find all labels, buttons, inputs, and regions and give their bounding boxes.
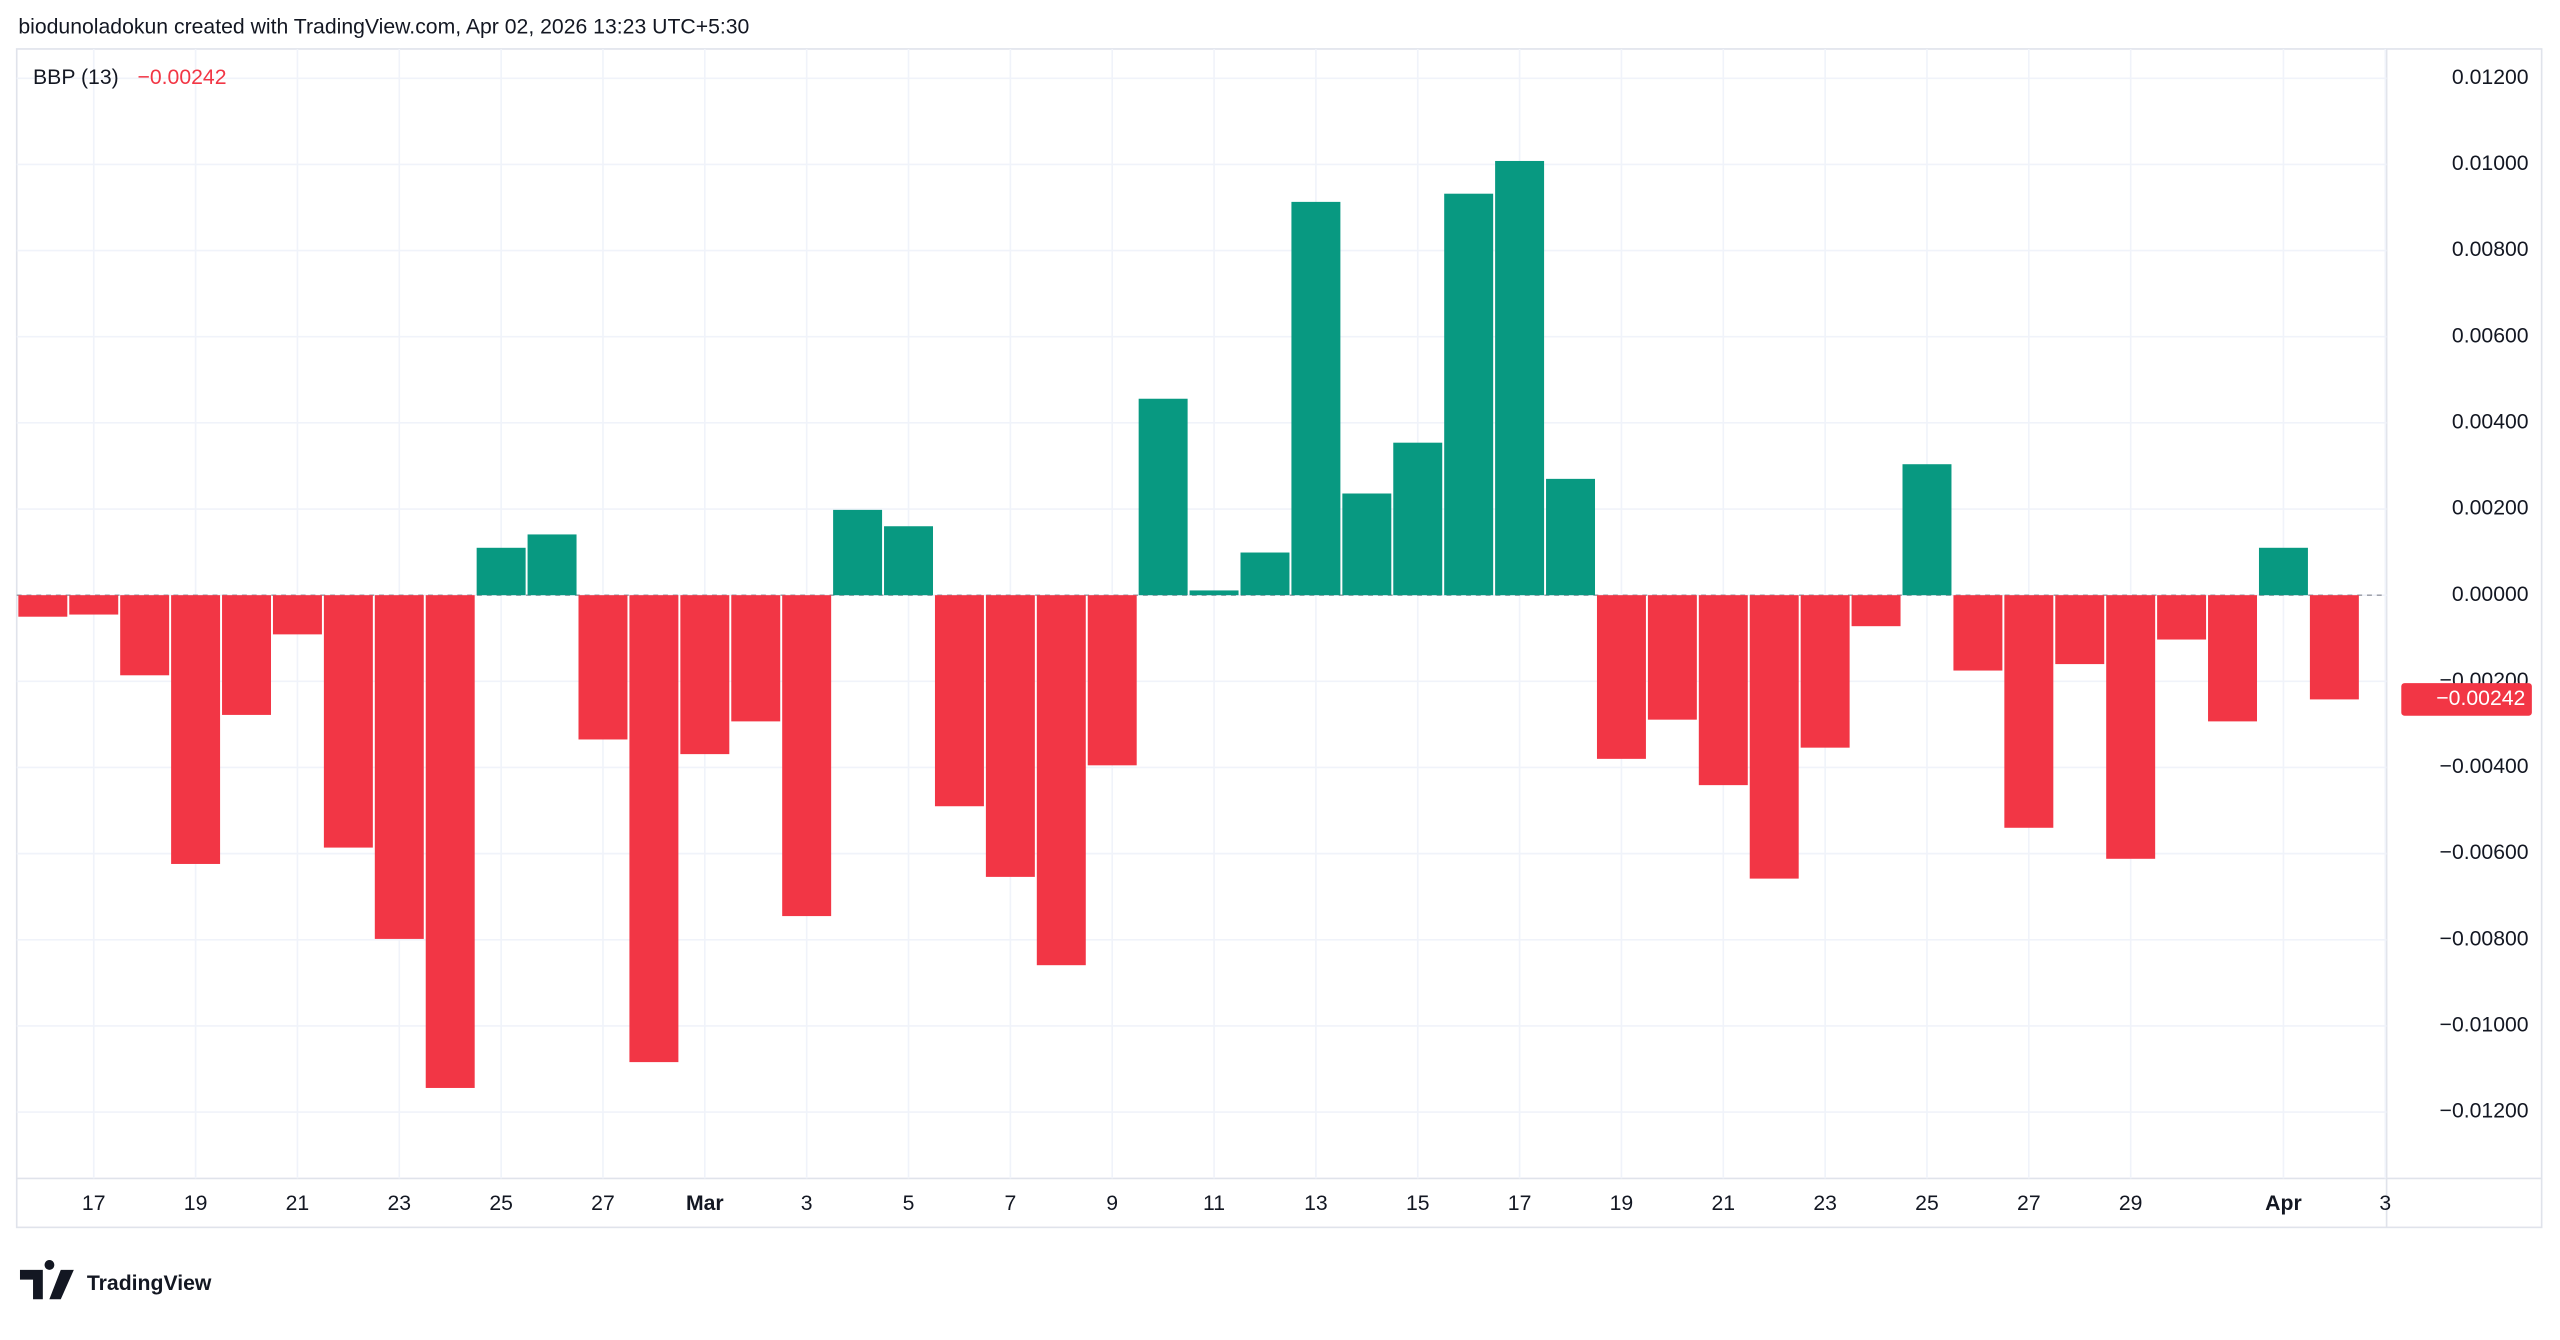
y-tick-label: 0.00800	[2452, 238, 2529, 261]
x-tick-label: 17	[82, 1192, 106, 1215]
bar	[680, 595, 730, 755]
bar	[1698, 595, 1748, 786]
bar	[629, 595, 679, 1063]
bar	[323, 595, 373, 848]
bar	[985, 595, 1035, 877]
bar	[1342, 493, 1392, 596]
bar	[476, 547, 526, 596]
y-tick-label: −0.00800	[2440, 927, 2529, 950]
bar	[1393, 442, 1443, 596]
bar	[2309, 595, 2359, 700]
x-tick-label: 5	[903, 1192, 915, 1215]
x-tick-label: 19	[184, 1192, 208, 1215]
bar	[1036, 595, 1086, 966]
y-tick-label: 0.00000	[2452, 583, 2529, 606]
x-tick-label: 27	[2017, 1192, 2041, 1215]
x-tick-label: 3	[801, 1192, 813, 1215]
bar	[425, 595, 475, 1088]
x-tick-label: 23	[387, 1192, 411, 1215]
bar	[222, 595, 272, 715]
brand: TradingView	[87, 1272, 212, 1295]
y-tick-label: −0.00600	[2440, 841, 2529, 864]
bar	[1291, 201, 1341, 596]
labels: 0.01200 0.01000 0.00800 0.00600 0.00400 0.002…	[82, 66, 2532, 1215]
y-tick-label: 0.00200	[2452, 497, 2529, 520]
logo-icon	[19, 1260, 74, 1300]
x-tick-label: 19	[1610, 1192, 1634, 1215]
bar	[934, 595, 984, 807]
x-tick-label: 13	[1304, 1192, 1328, 1215]
bar	[1087, 595, 1137, 766]
indicator-name: BBP (13)	[33, 66, 119, 89]
bar	[1800, 595, 1850, 748]
bar	[1953, 595, 2003, 671]
bar	[1749, 595, 1799, 879]
x-tick-label: 25	[489, 1192, 513, 1215]
x-tick-label: 23	[1813, 1192, 1837, 1215]
bar	[2208, 595, 2258, 722]
x-tick-label: 11	[1203, 1192, 1225, 1215]
bar	[2157, 595, 2207, 640]
bar	[833, 509, 883, 596]
logo: TradingView	[19, 1260, 212, 1300]
x-tick-label: 15	[1406, 1192, 1430, 1215]
x-tick-label: 21	[1711, 1192, 1735, 1215]
pane-border	[15, 48, 2543, 1229]
x-tick-label: Apr	[2265, 1192, 2302, 1215]
x-tick-label: 27	[591, 1192, 615, 1215]
bar	[782, 595, 832, 917]
header: biodunoladokun created with TradingView.…	[18, 15, 749, 38]
bar	[1240, 552, 1290, 596]
bar	[1495, 160, 1545, 596]
x-tick-label: 17	[1508, 1192, 1532, 1215]
bars	[18, 160, 2359, 1088]
y-tick-label: −0.01200	[2440, 1100, 2529, 1123]
bar	[18, 595, 68, 617]
x-tick-label: 3	[2379, 1192, 2391, 1215]
bar	[171, 595, 221, 864]
bar	[1902, 464, 1952, 596]
bar	[2106, 595, 2156, 859]
bar	[578, 595, 628, 740]
x-tick-label: 29	[2119, 1192, 2143, 1215]
bar	[1851, 595, 1901, 627]
y-tick-label: −0.00400	[2440, 755, 2529, 778]
y-tick-label: −0.01000	[2440, 1014, 2529, 1037]
x-tick-label: 7	[1004, 1192, 1016, 1215]
x-tick-label: 21	[286, 1192, 310, 1215]
bar	[2004, 595, 2054, 828]
bar	[1138, 398, 1188, 596]
bar	[1647, 595, 1697, 720]
bar	[272, 595, 322, 635]
bar	[1444, 193, 1494, 596]
price-marker-label: −0.00242	[2436, 687, 2525, 710]
bar	[120, 595, 170, 676]
bar	[1596, 595, 1646, 759]
bar	[527, 534, 577, 596]
y-tick-label: 0.01200	[2452, 66, 2529, 89]
price-marker	[2401, 683, 2532, 716]
bar	[731, 595, 781, 722]
y-tick-label: 0.00600	[2452, 324, 2529, 347]
x-tick-label: 25	[1915, 1192, 1939, 1215]
bar	[1189, 590, 1239, 596]
bar	[2258, 547, 2308, 596]
bar	[1546, 478, 1596, 596]
bar	[2055, 595, 2105, 665]
x-tick-label: Mar	[686, 1192, 724, 1215]
bar	[69, 595, 119, 615]
x-tick-label: 9	[1106, 1192, 1118, 1215]
bar	[884, 526, 934, 596]
indicator-value: −0.00242	[137, 66, 226, 89]
bar	[374, 595, 424, 939]
y-tick-label: 0.01000	[2452, 152, 2529, 175]
y-tick-label: 0.00400	[2452, 410, 2529, 433]
